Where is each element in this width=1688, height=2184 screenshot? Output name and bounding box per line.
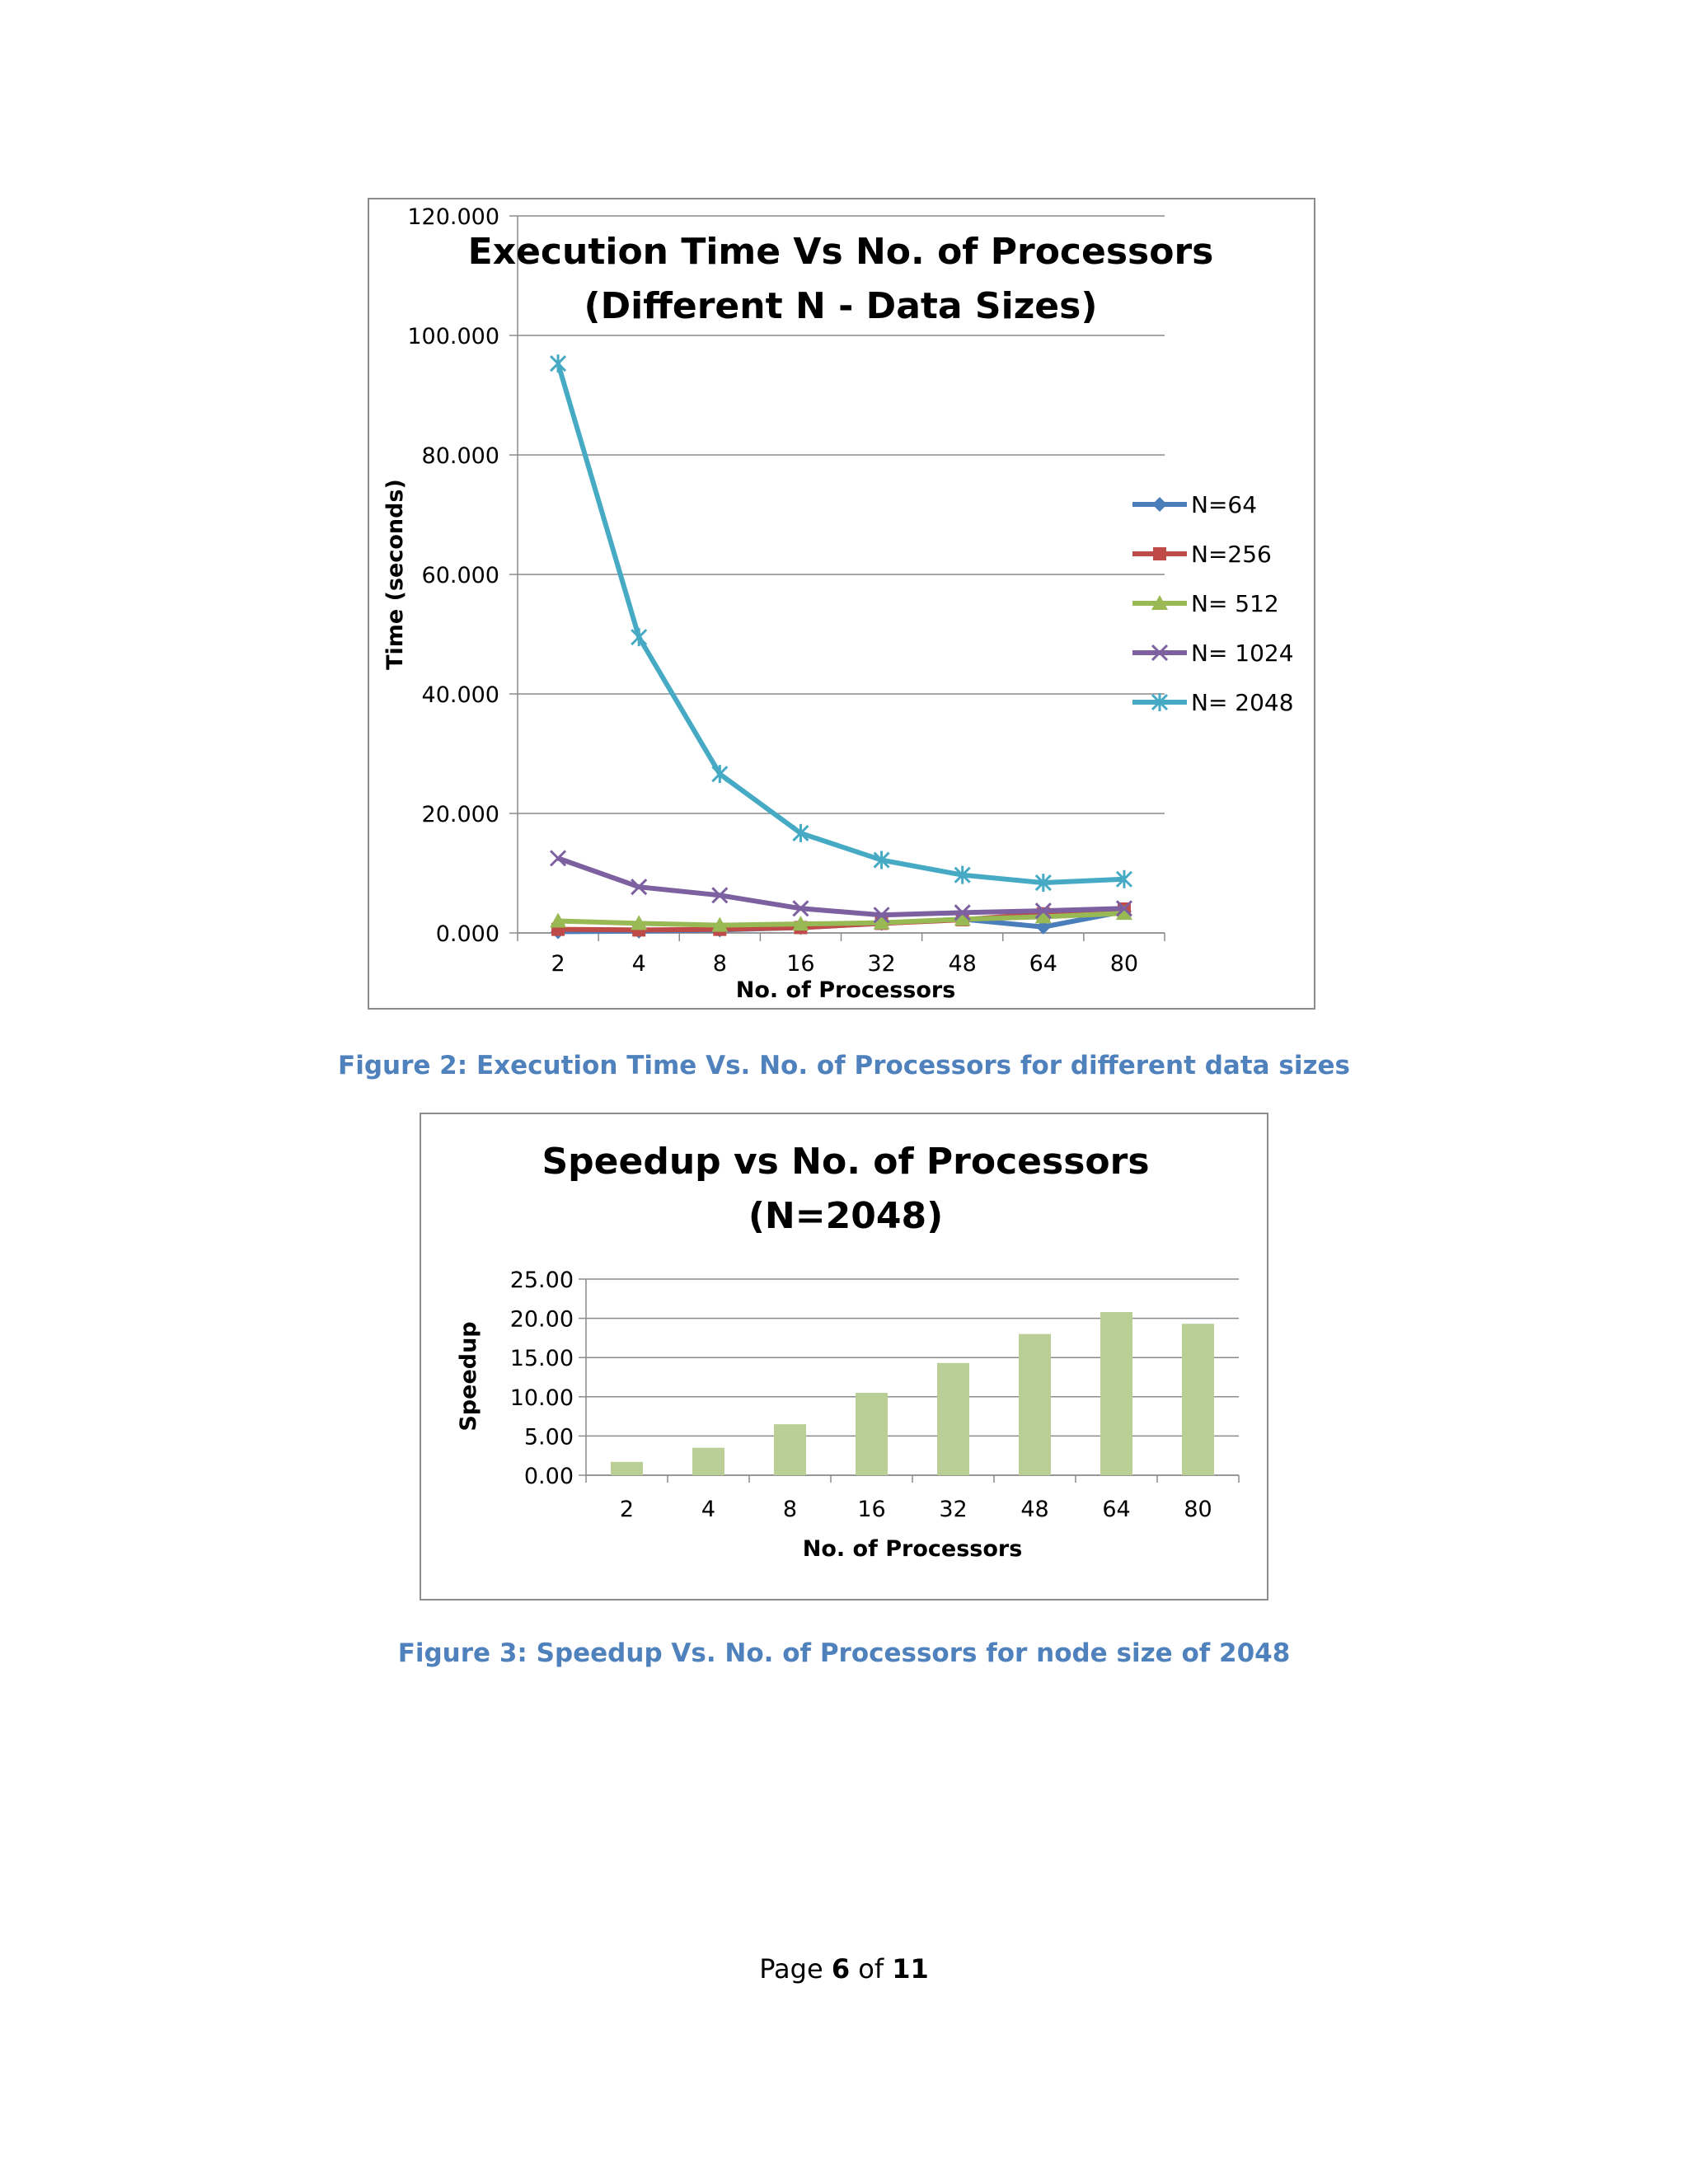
chart-title-line: (Different N - Data Sizes) [584, 285, 1098, 327]
data-point [1115, 905, 1132, 921]
x-tick-label: 64 [1102, 1497, 1130, 1522]
data-point [550, 850, 567, 867]
bar [774, 1424, 806, 1475]
x-tick-label: 80 [1184, 1497, 1212, 1522]
x-tick-label: 2 [551, 951, 565, 977]
data-point [711, 916, 729, 932]
data-point [711, 765, 729, 784]
y-tick-label: 0.00 [524, 1464, 574, 1489]
data-point [631, 915, 648, 930]
y-gridlines [518, 215, 1165, 934]
data-point [792, 900, 809, 917]
data-point [550, 912, 567, 928]
data-point [954, 904, 971, 921]
x-tick-label: 48 [1020, 1497, 1048, 1522]
x-tick-label: 32 [939, 1497, 967, 1522]
y-axis-title: Time (seconds) [382, 479, 408, 670]
bar [611, 1461, 643, 1475]
y-tick-label: 5.00 [524, 1424, 574, 1450]
y-tick-label: 10.00 [510, 1385, 574, 1411]
data-point [1115, 869, 1132, 888]
y-tick-label: 20.00 [510, 1307, 574, 1333]
data-point [792, 916, 809, 931]
y-tick-label: 80.000 [422, 443, 499, 469]
series-line [557, 911, 1125, 928]
legend-label: N=64 [1191, 491, 1257, 518]
x-tick-label: 80 [1110, 951, 1138, 977]
data-point [711, 887, 729, 904]
data-point [873, 907, 890, 924]
series-5 [550, 354, 1132, 893]
y-tick-label: 25.00 [510, 1268, 574, 1293]
legend-marker [1153, 547, 1166, 560]
series-line [557, 855, 1125, 918]
series-line [556, 363, 1125, 886]
y-axis-title: Speedup [456, 1321, 481, 1431]
data-point [1034, 874, 1052, 893]
figure-3-caption: Figure 3: Speedup Vs. No. of Processors … [397, 1638, 1291, 1668]
data-point [792, 823, 809, 842]
data-point [1034, 908, 1052, 924]
legend-marker [1151, 644, 1169, 662]
y-tick-label: 40.000 [422, 682, 499, 708]
y-tick-label: 15.00 [510, 1346, 574, 1371]
legend-marker [1151, 693, 1169, 711]
data-point [954, 865, 971, 884]
figure-2-caption: Figure 2: Execution Time Vs. No. of Proc… [338, 1051, 1350, 1080]
footer-middle: of [850, 1953, 893, 1985]
data-point [873, 851, 890, 869]
legend-label: N= 1024 [1191, 640, 1294, 667]
bar [692, 1447, 724, 1475]
x-tick-label: 4 [701, 1497, 715, 1522]
series-3 [550, 905, 1132, 932]
data-point [631, 628, 648, 647]
legend-marker [1152, 497, 1167, 512]
bar [1019, 1333, 1051, 1475]
execution-time-chart: 0.000 20.000 40.000 60.000 80.000 100.000 120.… [368, 198, 1315, 1010]
data-point [550, 354, 567, 373]
page-footer: Page 6 of 11 [0, 1953, 1688, 1985]
y-tick-label: 0.000 [436, 921, 499, 947]
data-point [631, 879, 648, 896]
footer-page-total: 11 [892, 1953, 929, 1985]
x-axis-title: No. of Processors [803, 1536, 1023, 1562]
data-point [954, 911, 971, 926]
x-tick-label: 64 [1029, 951, 1057, 977]
bar [856, 1393, 888, 1475]
x-tick-label: 16 [857, 1497, 885, 1522]
legend-label: N= 512 [1191, 590, 1279, 617]
legend-label: N= 2048 [1191, 689, 1294, 716]
x-tick-label: 48 [949, 951, 977, 977]
x-axis-title: No. of Processors [736, 977, 956, 1003]
x-tick-label: 8 [783, 1497, 797, 1522]
bar [937, 1362, 969, 1475]
legend-marker [1151, 595, 1168, 610]
execution-time-chart-svg: 0.000 20.000 40.000 60.000 80.000 100.000 120.… [382, 204, 1294, 1003]
data-point [1034, 902, 1052, 920]
x-tick-label: 16 [786, 951, 814, 977]
footer-prefix: Page [759, 1953, 832, 1985]
bar [1100, 1311, 1132, 1475]
x-tick-label: 4 [632, 951, 646, 977]
x-tick-label: 32 [867, 951, 895, 977]
y-tick-label: 20.000 [422, 802, 499, 827]
footer-page-number: 6 [831, 1953, 851, 1985]
chart-title-line: (N=2048) [748, 1195, 943, 1237]
chart-title-line: Execution Time Vs No. of Processors [468, 231, 1214, 273]
data-point [1115, 900, 1132, 917]
y-tick-label: 120.000 [407, 204, 499, 230]
y-tick-label: 60.000 [422, 563, 499, 588]
series-4 [550, 850, 1132, 924]
x-tick-label: 2 [620, 1497, 634, 1522]
chart-title-line: Speedup vs No. of Processors [542, 1141, 1149, 1183]
data-point [873, 914, 890, 930]
x-tick-label: 8 [713, 951, 727, 977]
bar [1182, 1324, 1214, 1475]
speedup-chart: 0.00 5.00 10.00 15.00 20.00 25.00 2 4 8 16 32 48 64 8… [420, 1113, 1268, 1601]
legend-label: N=256 [1191, 541, 1272, 568]
y-tick-label: 100.000 [407, 324, 499, 349]
